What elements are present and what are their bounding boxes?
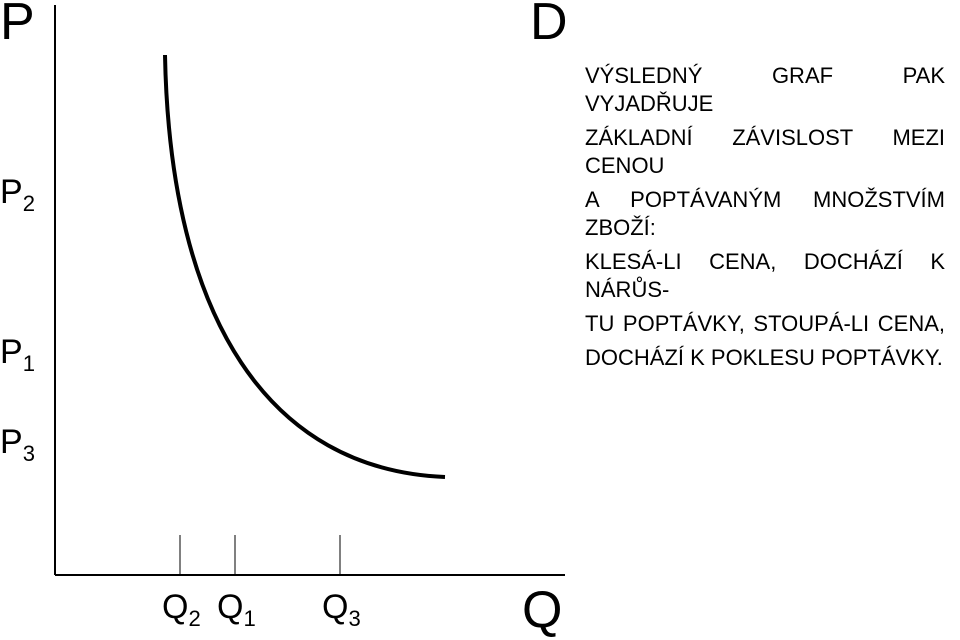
description-block: Výsledný graf pak vyjadřuje základní záv… [585,62,945,378]
label-Q: Q [522,584,562,636]
label-Q1: Q1 [217,590,256,624]
label-Q3: Q3 [322,590,361,624]
desc-line: a poptávaným množstvím zboží: [585,186,945,242]
label-Q2: Q2 [162,590,201,624]
label-D: D [530,0,568,48]
desc-line: Klesá-li cena, dochází k nárůs- [585,248,945,304]
desc-line: tu poptávky, stoupá-li cena, [585,310,945,338]
stage: P D Q P2 P1 P3 Q2 Q1 Q3 Výsledný graf pa… [0,0,960,640]
label-P1: P1 [0,335,35,369]
desc-line: Výsledný graf pak vyjadřuje [585,62,945,118]
label-P2: P2 [0,175,35,209]
label-P3: P3 [0,425,35,459]
demand-curve [165,55,445,477]
desc-line: základní závislost mezi cenou [585,124,945,180]
desc-line: dochází k poklesu poptávky. [585,344,945,372]
label-P: P [0,0,35,48]
